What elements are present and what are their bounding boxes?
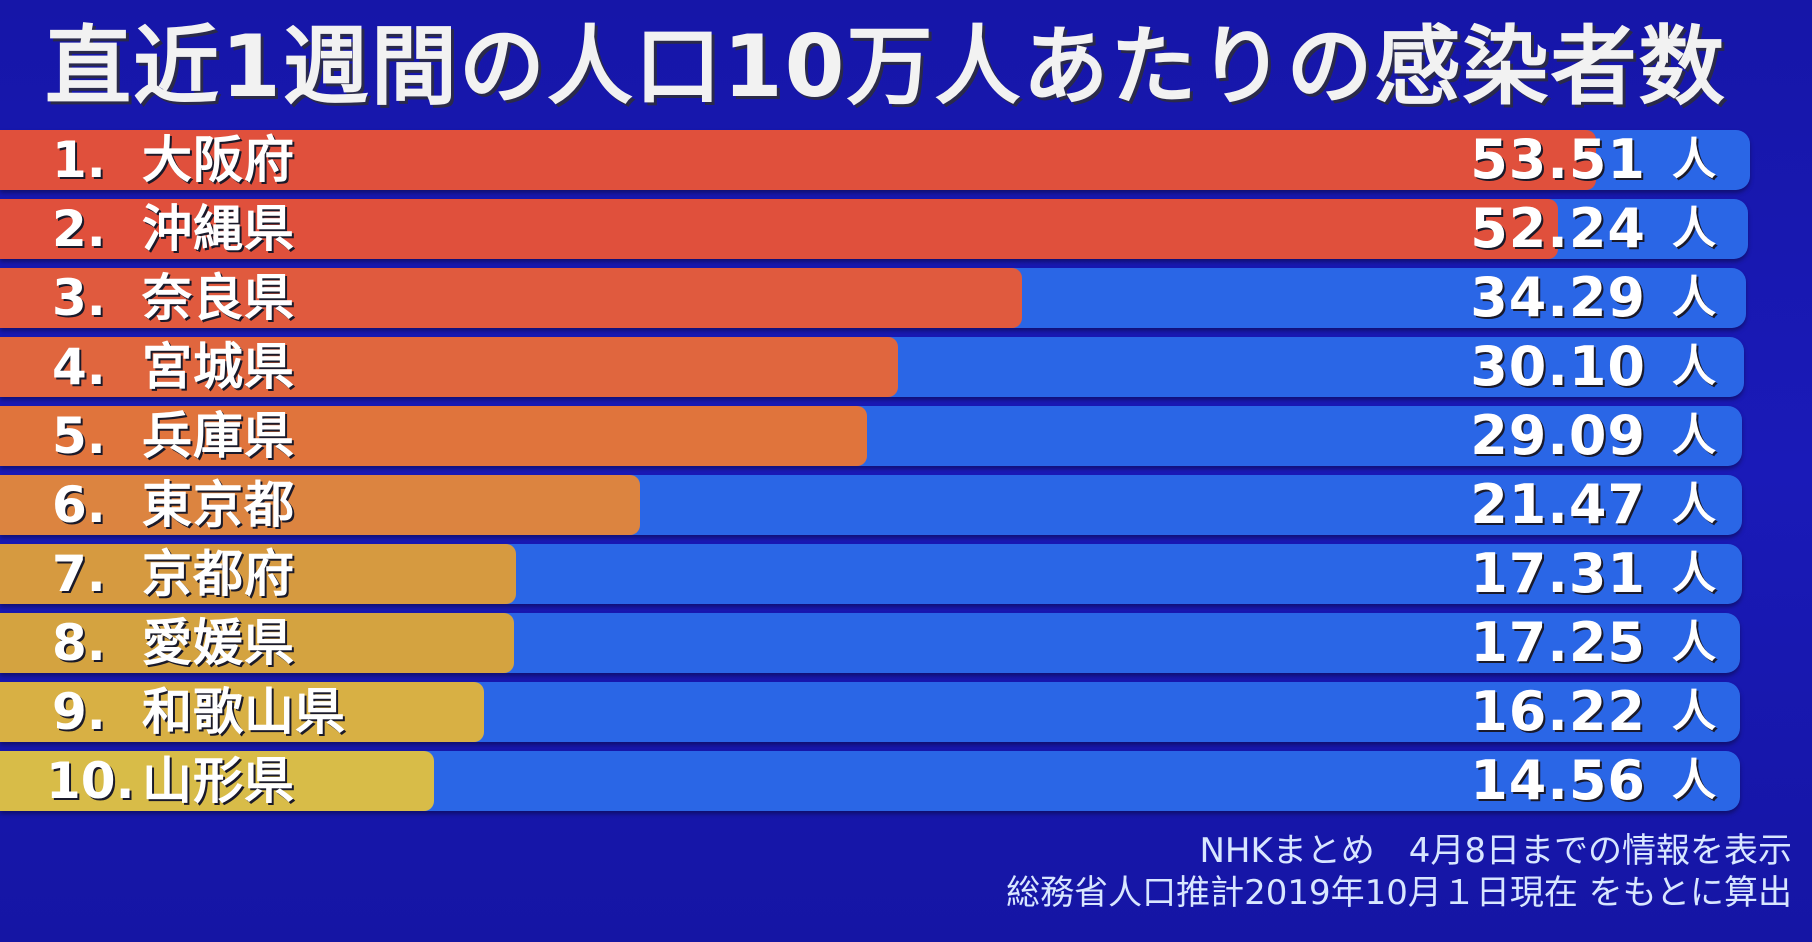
unit-label: 人 [1672,686,1716,737]
rank-label: 9. [52,683,106,741]
value-label: 16.22 [1470,680,1646,743]
bar [0,337,898,397]
unit-label: 人 [1672,617,1716,668]
rank-label: 1. [52,131,106,189]
value-label: 52.24 [1470,197,1646,260]
bar [0,544,516,604]
unit-label: 人 [1672,341,1716,392]
value-label: 30.10 [1470,335,1646,398]
value-label: 17.31 [1470,542,1646,605]
bar [0,268,1022,328]
category-label: 大阪府 [142,131,295,189]
bar-row: 1. 大阪府 53.51 人 [0,130,1750,190]
bar-row: 2. 沖縄県 52.24 人 [0,199,1748,259]
rank-label: 6. [52,476,106,534]
bar [0,199,1558,259]
category-label: 和歌山県 [142,683,346,741]
bar-row: 9. 和歌山県 16.22 人 [0,682,1740,742]
bar-row: 4. 宮城県 30.10 人 [0,337,1744,397]
bar [0,682,484,742]
rank-label: 3. [52,269,106,327]
unit-label: 人 [1672,548,1716,599]
rank-label: 2. [52,200,106,258]
value-label: 17.25 [1470,611,1646,674]
bar [0,475,640,535]
bar-row: 5. 兵庫県 29.09 人 [0,406,1742,466]
category-label: 東京都 [142,476,295,534]
value-label: 14.56 [1470,749,1646,812]
bar [0,130,1596,190]
category-label: 京都府 [142,545,295,603]
unit-label: 人 [1672,203,1716,254]
rank-label: 7. [52,545,106,603]
category-label: 奈良県 [142,269,295,327]
bar-row: 6. 東京都 21.47 人 [0,475,1742,535]
rank-label: 10. [46,752,135,810]
unit-label: 人 [1672,272,1716,323]
value-label: 21.47 [1470,473,1646,536]
bar-row: 8. 愛媛県 17.25 人 [0,613,1740,673]
chart-title: 直近1週間の人口10万人あたりの感染者数 [45,17,1727,117]
bar-row: 7. 京都府 17.31 人 [0,544,1742,604]
category-label: 兵庫県 [142,407,295,465]
category-label: 沖縄県 [142,200,295,258]
unit-label: 人 [1672,410,1716,461]
rank-label: 5. [52,407,106,465]
value-label: 53.51 [1470,128,1646,191]
method-note: 総務省人口推計2019年10月１日現在 をもとに算出 [1006,873,1792,913]
bar [0,613,514,673]
unit-label: 人 [1672,134,1716,185]
value-label: 34.29 [1470,266,1646,329]
rank-label: 4. [52,338,106,396]
category-label: 山形県 [142,752,295,810]
category-label: 愛媛県 [142,614,295,672]
category-label: 宮城県 [142,338,295,396]
source-note: NHKまとめ 4月8日までの情報を表示 [1199,831,1792,871]
value-label: 29.09 [1470,404,1646,467]
unit-label: 人 [1672,479,1716,530]
rank-label: 8. [52,614,106,672]
bar-chart: 1. 大阪府 53.51 人 2. 沖縄県 52.24 人 3. 奈良県 34.29 人 4. 宮城県 30… [0,130,1812,830]
bar [0,751,434,811]
unit-label: 人 [1672,755,1716,806]
bar-row: 10. 山形県 14.56 人 [0,751,1740,811]
bar [0,406,867,466]
bar-row: 3. 奈良県 34.29 人 [0,268,1746,328]
